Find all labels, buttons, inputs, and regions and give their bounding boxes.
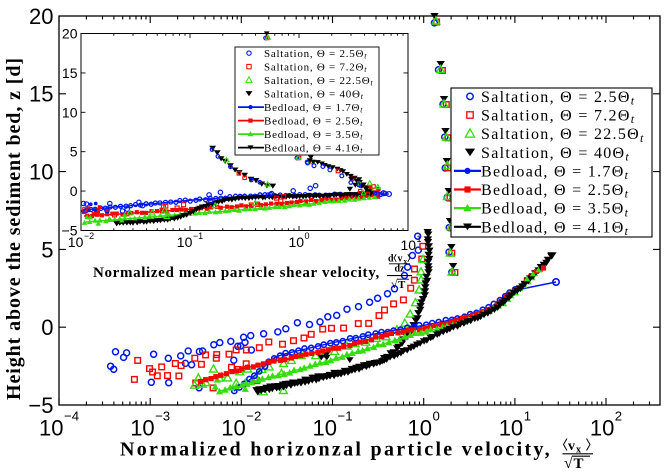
svg-text:−1: −1 [338, 409, 353, 424]
svg-text:Normalized horizonzal particle: Normalized horizonzal particle velocity, [120, 439, 552, 461]
svg-text:√: √ [391, 277, 398, 291]
svg-text:Saltation, Θ = 2.5Θt: Saltation, Θ = 2.5Θt [481, 89, 635, 108]
svg-text:0: 0 [41, 315, 53, 340]
svg-text:Saltation, Θ = 7.2Θt: Saltation, Θ = 7.2Θt [481, 108, 635, 127]
svg-text:0: 0 [305, 231, 310, 241]
svg-text:Saltation, Θ = 2.5Θt: Saltation, Θ = 2.5Θt [264, 48, 367, 61]
svg-text:Saltation, Θ = 40Θt: Saltation, Θ = 40Θt [481, 145, 630, 164]
svg-text:Bedload, Θ = 2.5Θt: Bedload, Θ = 2.5Θt [264, 115, 363, 128]
svg-text:20: 20 [29, 4, 53, 29]
svg-text:Bedload, Θ = 3.5Θt: Bedload, Θ = 3.5Θt [481, 201, 629, 220]
svg-text:10: 10 [499, 416, 523, 441]
svg-text:dz: dz [395, 264, 406, 275]
svg-text:5: 5 [70, 144, 78, 160]
svg-text:Saltation, Θ = 40Θt: Saltation, Θ = 40Θt [264, 88, 364, 101]
svg-text:Saltation, Θ = 22.5Θt: Saltation, Θ = 22.5Θt [264, 75, 373, 88]
svg-text:x: x [404, 258, 408, 266]
svg-text:T: T [574, 456, 584, 472]
svg-text:10: 10 [401, 237, 417, 253]
svg-text:10: 10 [408, 416, 432, 441]
svg-text:−2: −2 [84, 231, 94, 241]
svg-text:10: 10 [289, 234, 305, 250]
svg-text:−5: −5 [62, 223, 78, 239]
svg-text:10: 10 [130, 416, 154, 441]
svg-text:−3: −3 [155, 409, 170, 424]
svg-text:−5: −5 [28, 393, 53, 418]
svg-text:0: 0 [70, 183, 78, 199]
svg-text:Bedload, Θ = 1.7Θt: Bedload, Θ = 1.7Θt [264, 102, 363, 115]
svg-text:Saltation, Θ = 22.5Θt: Saltation, Θ = 22.5Θt [481, 126, 645, 145]
svg-text:Height above the sediment bed,: Height above the sediment bed, z [d] [3, 57, 25, 400]
svg-text:10: 10 [590, 416, 614, 441]
svg-text:15: 15 [62, 65, 78, 81]
svg-text:20: 20 [62, 26, 78, 42]
svg-text:5: 5 [41, 237, 53, 262]
svg-text:x: x [576, 445, 581, 456]
svg-text:10: 10 [68, 234, 84, 250]
svg-text:Bedload, Θ = 1.7Θt: Bedload, Θ = 1.7Θt [481, 163, 629, 182]
svg-text:Saltation, Θ = 7.2Θt: Saltation, Θ = 7.2Θt [264, 61, 367, 74]
svg-text:1: 1 [524, 409, 531, 424]
svg-text:Bedload, Θ = 4.1Θt: Bedload, Θ = 4.1Θt [481, 219, 629, 238]
svg-text:10: 10 [39, 416, 63, 441]
svg-text:v: v [568, 439, 575, 454]
svg-text:2: 2 [615, 409, 622, 424]
svg-text:0: 0 [433, 409, 440, 424]
svg-text:15: 15 [29, 82, 53, 107]
svg-text:√: √ [564, 455, 573, 472]
svg-text:10: 10 [313, 416, 337, 441]
svg-text:10: 10 [177, 234, 193, 250]
svg-text:v: v [398, 254, 403, 265]
svg-text:Bedload, Θ = 2.5Θt: Bedload, Θ = 2.5Θt [481, 182, 629, 201]
svg-text:10: 10 [221, 416, 245, 441]
svg-text:10: 10 [62, 104, 78, 120]
svg-text:−2: −2 [246, 409, 261, 424]
svg-text:10: 10 [29, 160, 53, 185]
svg-text:Bedload, Θ = 4.1Θt: Bedload, Θ = 4.1Θt [264, 142, 363, 155]
svg-text:T: T [398, 279, 406, 291]
svg-text:Normalized mean particle shear: Normalized mean particle shear velocity, [93, 265, 380, 281]
svg-text:−4: −4 [64, 409, 79, 424]
svg-text:Bedload, Θ = 3.5Θt: Bedload, Θ = 3.5Θt [264, 129, 363, 142]
svg-text:−1: −1 [193, 231, 203, 241]
svg-text:d: d [388, 254, 394, 265]
svg-text:1: 1 [417, 234, 422, 244]
